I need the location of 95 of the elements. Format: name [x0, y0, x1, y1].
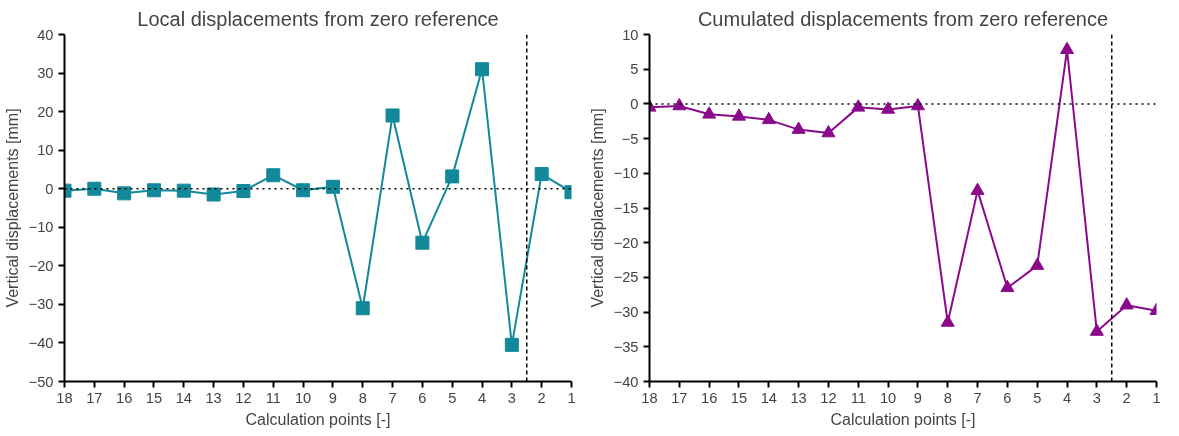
x-tick-label: 14: [760, 389, 777, 406]
y-tick-label: −20: [28, 257, 54, 274]
point: [1060, 41, 1075, 55]
x-tick-label: 18: [56, 389, 73, 406]
point: [206, 187, 221, 202]
x-tick-label: 15: [145, 389, 163, 406]
point: [325, 179, 340, 194]
chart-title: Cumulated displacements from zero reference: [697, 7, 1109, 30]
x-tick-label: 3: [1092, 389, 1101, 406]
y-tick-label: −50: [28, 373, 54, 390]
point: [176, 183, 191, 198]
x-tick-label: 11: [265, 389, 281, 406]
point: [355, 301, 370, 316]
y-tick-label: 0: [630, 95, 639, 112]
x-tick-label: 10: [294, 389, 312, 406]
point: [1000, 279, 1015, 293]
y-tick-label: 5: [630, 61, 639, 78]
x-axis-title: Calculation points [-]: [245, 410, 391, 428]
y-tick-label: 40: [37, 26, 54, 43]
point: [881, 101, 896, 114]
x-tick-label: 11: [850, 389, 866, 406]
y-tick-label: −15: [613, 200, 639, 216]
x-tick-label: 14: [175, 389, 192, 406]
point: [1119, 297, 1134, 310]
x-tick-label: 4: [1062, 389, 1072, 406]
y-tick-label: 20: [37, 103, 54, 120]
x-tick-label: 3: [507, 389, 516, 406]
y-tick-label: −35: [613, 338, 639, 355]
x-tick-label: 8: [943, 389, 952, 406]
y-tick-label: −20: [613, 234, 639, 251]
point: [940, 314, 955, 327]
x-tick-label: 9: [328, 389, 337, 406]
point: [1089, 323, 1104, 336]
x-tick-label: 7: [388, 389, 397, 406]
x-tick-label: 1: [1152, 389, 1161, 406]
y-axis-title: Vertical displacements [mm]: [588, 108, 606, 308]
x-tick-label: 17: [671, 389, 688, 406]
y-tick-label: 30: [37, 65, 54, 82]
y-tick-label: −10: [613, 165, 639, 182]
point: [534, 167, 549, 182]
x-tick-label: 16: [701, 389, 718, 406]
point: [475, 62, 490, 77]
x-tick-label: 13: [205, 389, 222, 406]
x-tick-label: 9: [913, 389, 922, 406]
point: [87, 181, 102, 196]
point: [1030, 257, 1045, 270]
y-tick-label: −40: [613, 373, 639, 390]
point: [415, 235, 430, 250]
x-tick-label: 5: [448, 389, 457, 406]
y-tick-label: 10: [622, 26, 639, 43]
x-tick-label: 18: [641, 389, 658, 406]
x-tick-label: 6: [418, 389, 427, 406]
x-axis-title: Calculation points [-]: [830, 410, 976, 428]
point: [445, 169, 460, 184]
x-tick-label: 13: [790, 389, 807, 406]
x-tick-label: 1: [567, 389, 576, 406]
point: [791, 121, 806, 134]
x-tick-label: 16: [116, 389, 133, 406]
x-tick-label: 2: [537, 389, 546, 406]
point: [266, 168, 281, 183]
x-tick-label: 17: [86, 389, 103, 406]
y-tick-label: −5: [621, 130, 639, 147]
y-tick-label: 10: [37, 142, 54, 159]
point: [761, 111, 776, 125]
point: [236, 184, 251, 199]
x-tick-label: 12: [820, 389, 837, 406]
y-tick-label: 0: [45, 180, 54, 197]
point: [910, 97, 925, 111]
x-tick-label: 15: [730, 389, 748, 406]
x-tick-label: 7: [973, 389, 982, 406]
x-tick-label: 6: [1003, 389, 1012, 406]
y-tick-label: −30: [28, 296, 54, 313]
point: [970, 182, 985, 195]
x-tick-label: 4: [477, 389, 487, 406]
x-tick-label: 12: [235, 389, 252, 406]
point: [702, 106, 717, 119]
chart-title: Local displacements from zero reference: [137, 7, 499, 30]
x-tick-label: 10: [879, 389, 897, 406]
point: [385, 108, 400, 123]
x-tick-label: 2: [1122, 389, 1131, 406]
x-tick-label: 8: [358, 389, 367, 406]
x-tick-label: 5: [1033, 389, 1042, 406]
point: [296, 183, 311, 198]
point: [117, 186, 132, 201]
point: [731, 108, 746, 121]
y-axis-title: Vertical displacements [mm]: [3, 108, 21, 308]
y-tick-label: −10: [28, 219, 54, 236]
point: [504, 337, 519, 352]
point: [672, 97, 687, 111]
y-tick-label: −40: [28, 334, 54, 351]
y-tick-label: −25: [613, 269, 639, 286]
point: [851, 99, 866, 112]
y-tick-label: −30: [613, 304, 639, 321]
point: [146, 183, 161, 198]
point: [821, 125, 836, 138]
